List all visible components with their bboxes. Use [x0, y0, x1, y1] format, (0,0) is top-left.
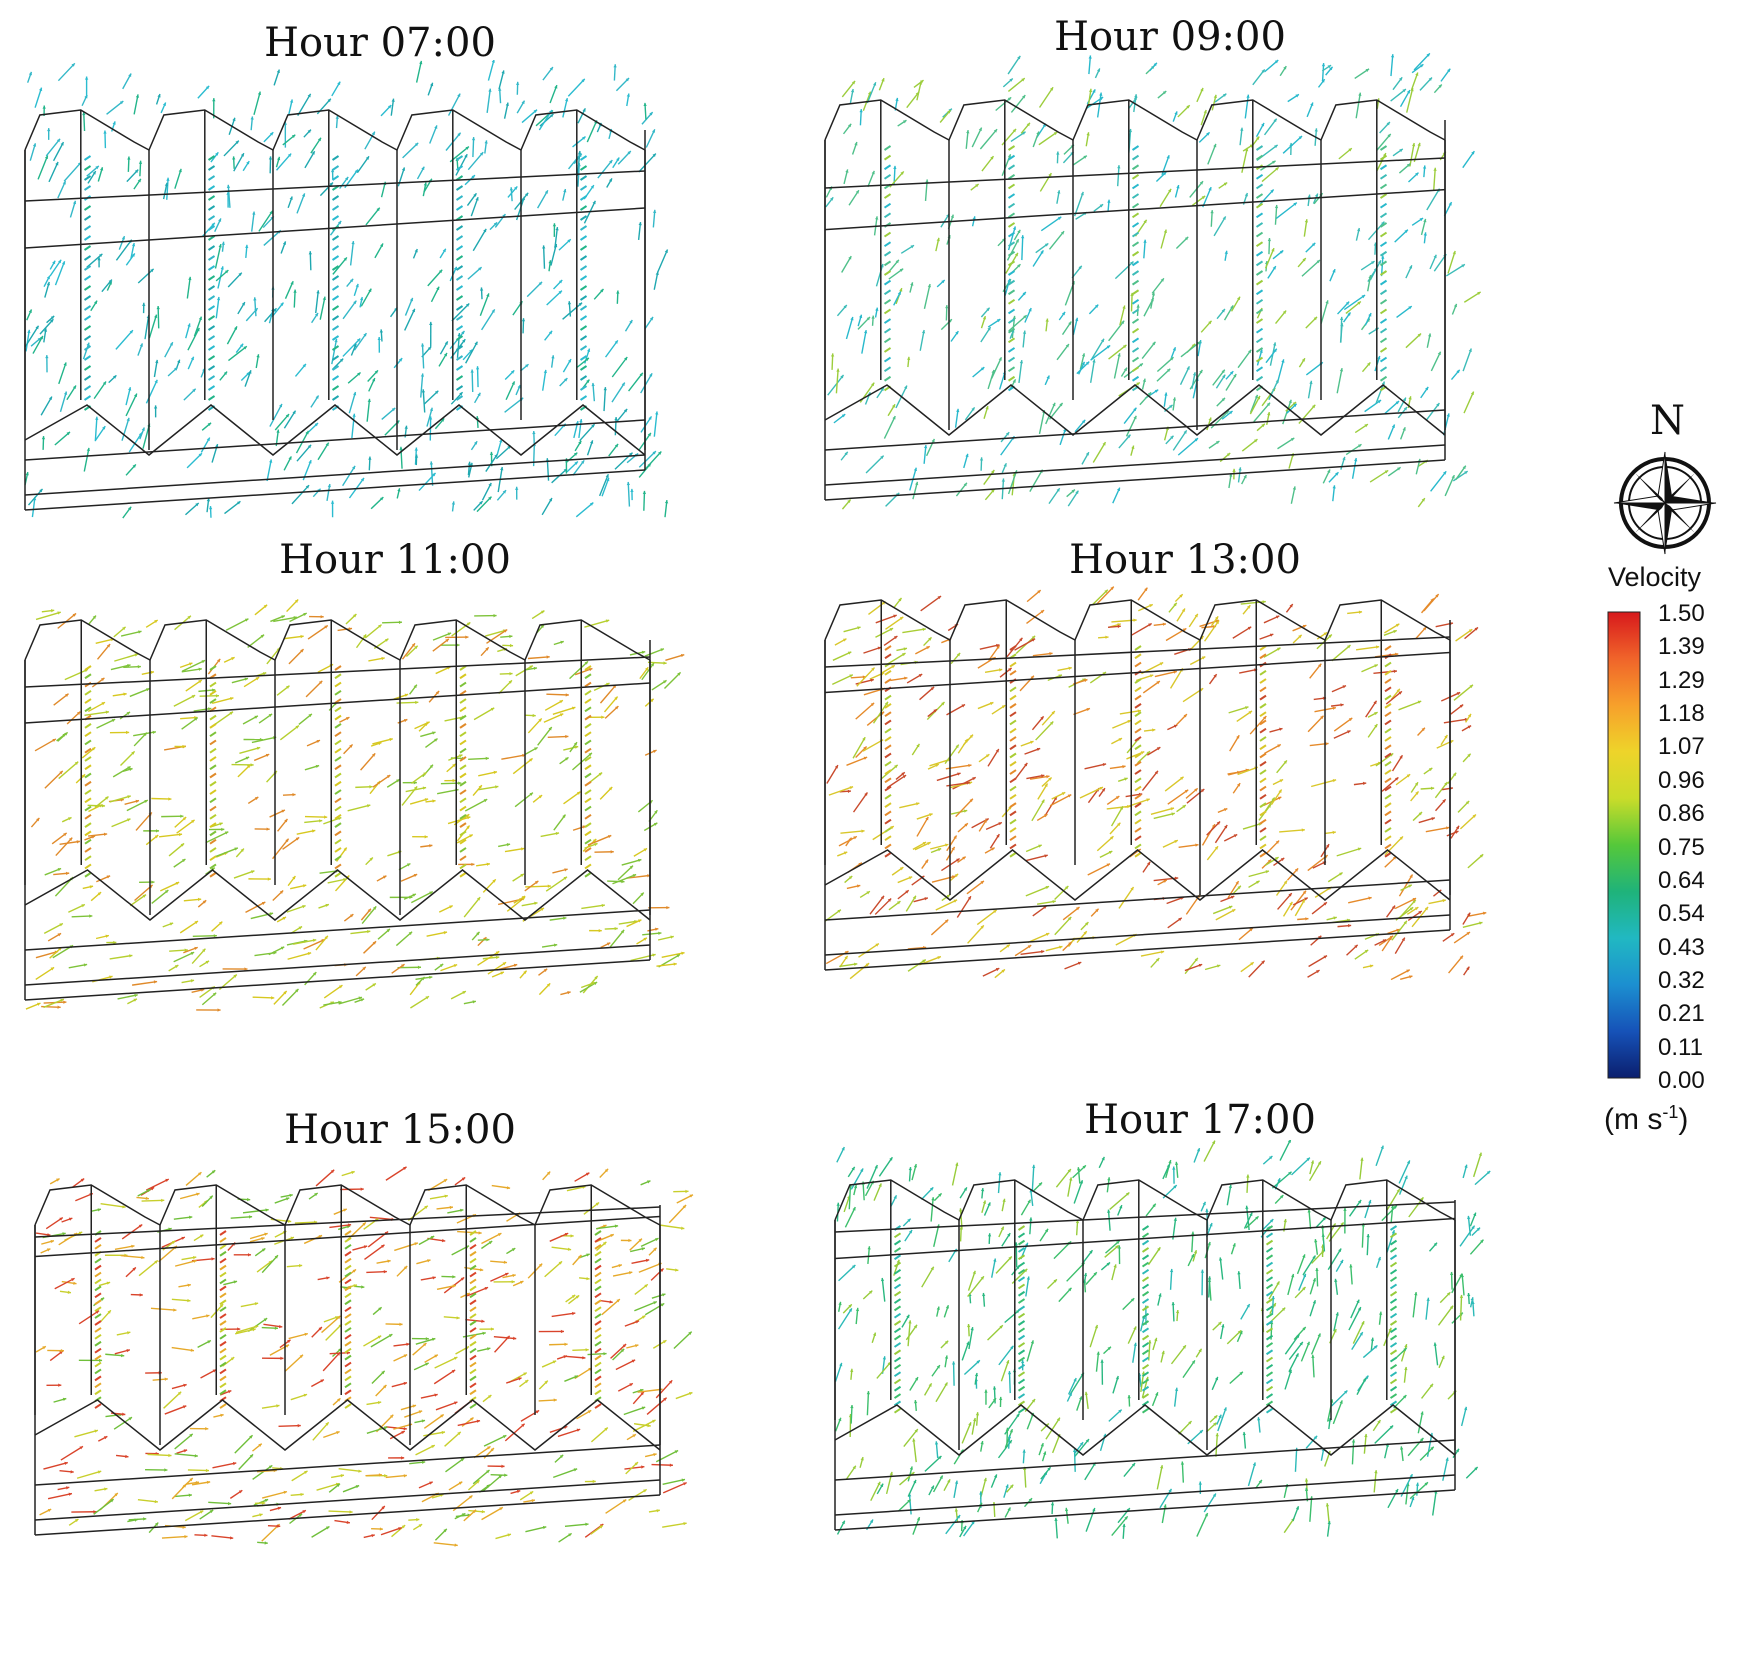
panel-1700	[834, 1140, 1491, 1539]
velocity-arrows	[25, 599, 685, 1012]
tick-label: 1.39	[1658, 633, 1705, 660]
tick-label: 0.21	[1658, 1000, 1705, 1027]
panel-1300	[824, 586, 1487, 981]
velocity-unit: (m s-1)	[1604, 1102, 1688, 1137]
panel-title-1100: Hour 11:00	[279, 537, 511, 583]
unit-close: )	[1678, 1103, 1689, 1136]
tick-label: 0.64	[1658, 867, 1705, 894]
tick-label: 0.11	[1658, 1034, 1703, 1061]
tick-label: 0.75	[1658, 834, 1705, 861]
tick-label: 0.43	[1658, 934, 1705, 961]
colorbar	[1607, 611, 1641, 1079]
panel-1100	[24, 599, 685, 1012]
panel-0900	[824, 52, 1482, 510]
velocity-arrows	[35, 1166, 694, 1547]
unit-base: (m s	[1604, 1103, 1663, 1136]
velocity-arrows	[24, 60, 669, 519]
panel-title-0700: Hour 07:00	[264, 20, 496, 66]
canyon-outline	[34, 1184, 661, 1536]
tick-label: 0.96	[1658, 767, 1705, 794]
compass-icon	[1613, 451, 1717, 555]
panel-0700	[24, 60, 669, 519]
tick-label: 1.07	[1658, 733, 1705, 760]
panel-1500	[34, 1166, 694, 1547]
canyon-outline	[24, 109, 646, 511]
canyon-outline	[824, 599, 1451, 971]
canyon-outline	[824, 99, 1446, 501]
canyon-outline	[24, 619, 651, 1001]
tick-label: 1.29	[1658, 667, 1705, 694]
canyon-outline	[834, 1179, 1456, 1531]
tick-label: 1.50	[1658, 600, 1705, 627]
unit-exponent: -1	[1662, 1102, 1679, 1122]
tick-label: 1.18	[1658, 700, 1705, 727]
panel-title-0900: Hour 09:00	[1054, 14, 1286, 60]
tick-label: 0.00	[1658, 1067, 1705, 1094]
panel-title-1300: Hour 13:00	[1069, 537, 1301, 583]
north-label: N	[1650, 398, 1685, 444]
velocity-arrows	[824, 586, 1487, 981]
tick-label: 0.86	[1658, 800, 1705, 827]
velocity-arrows	[825, 52, 1482, 510]
panel-title-1500: Hour 15:00	[284, 1107, 516, 1153]
tick-label: 0.54	[1658, 900, 1705, 927]
velocity-label: Velocity	[1608, 562, 1702, 592]
velocity-arrows	[834, 1140, 1491, 1539]
tick-label: 0.32	[1658, 967, 1705, 994]
panel-title-1700: Hour 17:00	[1084, 1097, 1316, 1143]
